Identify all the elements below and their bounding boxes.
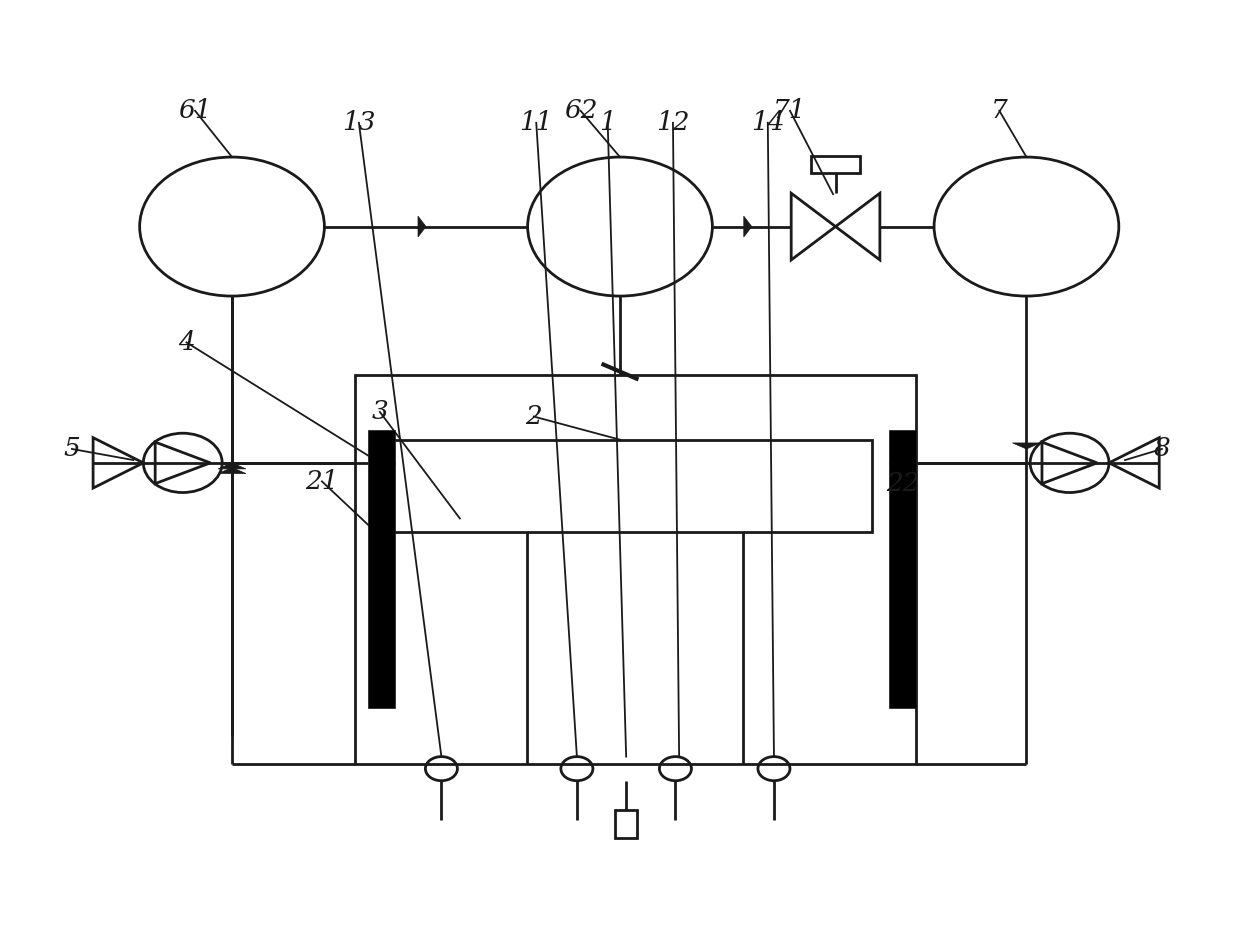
Text: 14: 14 (751, 110, 785, 136)
Polygon shape (418, 216, 427, 237)
Bar (811, 156, 861, 173)
Text: 71: 71 (774, 98, 807, 123)
Bar (392, 439, 873, 532)
Bar (367, 430, 394, 709)
Text: 7: 7 (991, 98, 1008, 123)
Text: 1: 1 (599, 110, 616, 136)
Text: 8: 8 (1153, 437, 1171, 462)
Text: 61: 61 (179, 98, 212, 123)
Text: 2: 2 (526, 404, 542, 429)
Text: 12: 12 (656, 110, 689, 136)
Bar (889, 430, 915, 709)
Bar (615, 811, 637, 838)
Text: 3: 3 (372, 399, 388, 424)
Bar (355, 375, 915, 764)
Text: 5: 5 (63, 437, 81, 462)
Text: 22: 22 (887, 470, 920, 496)
Polygon shape (744, 216, 751, 237)
Text: 21: 21 (305, 468, 339, 494)
Text: 11: 11 (520, 110, 553, 136)
Text: 62: 62 (564, 98, 598, 123)
Text: 13: 13 (342, 110, 376, 136)
Polygon shape (218, 468, 246, 473)
Text: 4: 4 (179, 330, 195, 355)
Polygon shape (218, 463, 246, 468)
Polygon shape (1013, 443, 1040, 449)
